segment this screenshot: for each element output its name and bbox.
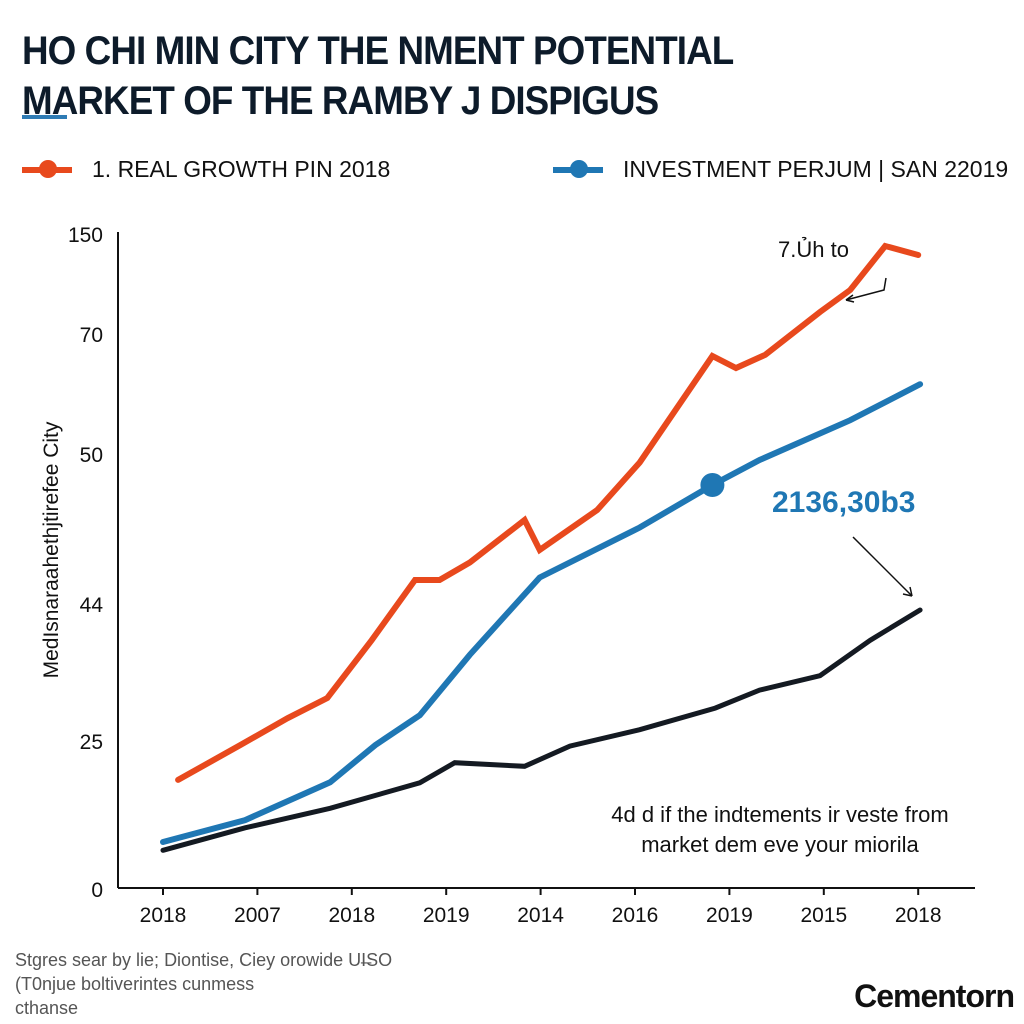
x-tick-label: 2015 <box>800 904 847 927</box>
title-underline <box>22 115 67 119</box>
chart-title: HO CHI MIN CITY THE NMENT POTENTIAL MARK… <box>22 26 734 126</box>
y-tick-label: 70 <box>80 324 103 347</box>
footnote-line: cthanse <box>15 998 79 1018</box>
legend-item-investment: INVESTMENT PERJUM | SAN 22019 <box>553 156 1008 183</box>
x-tick-label: 2018 <box>895 904 942 927</box>
value-arrow <box>852 536 913 597</box>
peak-arrow <box>845 277 887 301</box>
y-tick-label: 44 <box>80 594 104 617</box>
value-annotation: 2136,30b3 <box>772 486 915 519</box>
legend-label: INVESTMENT PERJUM | SAN 22019 <box>623 156 1009 182</box>
peak-annotation: 7.Ủh to <box>778 237 849 262</box>
title-line-2: MARKET OF THE RAMBY J DISPIGUS <box>22 79 659 123</box>
y-tick-label: 150 <box>68 224 103 247</box>
x-tick-label: 2014 <box>517 904 564 927</box>
y-tick-label: 25 <box>80 731 103 754</box>
brand-logo: Cementorn <box>854 978 1015 1014</box>
note-line-1: 4d d if the indtements ir veste from <box>611 802 949 827</box>
series-marker-blue <box>700 473 725 497</box>
x-tick-label: 2018 <box>328 904 375 927</box>
legend-label: 1. REAL GROWTH PIN 2018 <box>92 156 391 182</box>
series-line-blue <box>160 381 924 845</box>
x-tick-label: 2016 <box>612 904 659 927</box>
legend-swatch-blue <box>553 159 603 178</box>
x-tick-label: 2018 <box>140 904 187 927</box>
footnote-line: Stgres sear by lie; Diontise, Ciey orowi… <box>15 950 393 970</box>
x-tick-label: 2019 <box>706 904 753 927</box>
source-footnote: Stgres sear by lie; Diontise, Ciey orowi… <box>15 948 392 1020</box>
x-tick-label: 2019 <box>423 904 470 927</box>
x-tick-label: 2007 <box>234 904 281 927</box>
peak-arrow-head <box>845 294 855 303</box>
legend-swatch-orange <box>22 159 72 178</box>
series-line-black <box>160 607 923 853</box>
note-line-2: market dem eve your miorila <box>641 832 919 857</box>
footnote-line: (T0njue boltiverintes cunmess <box>15 974 255 994</box>
y-tick-label: 0 <box>91 879 103 902</box>
y-tick-label: 50 <box>80 444 103 467</box>
series-line-orange <box>175 242 922 783</box>
y-axis-label: MedIsnaraahethjtirefee City <box>40 421 63 678</box>
legend-item-real-growth: 1. REAL GROWTH PIN 2018 <box>22 156 390 183</box>
title-line-1: HO CHI MIN CITY THE NMENT POTENTIAL <box>22 29 734 73</box>
value-arrow-head <box>902 586 913 597</box>
